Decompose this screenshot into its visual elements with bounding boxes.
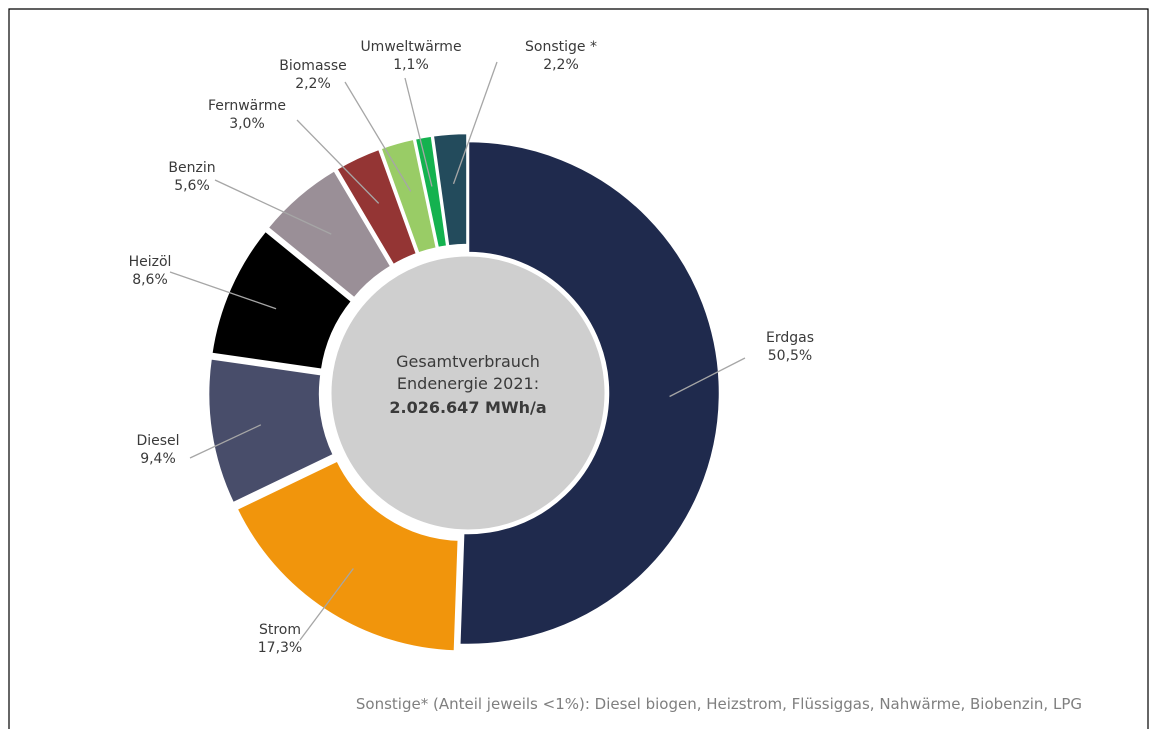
slice-value-label: 1,1% [393, 57, 429, 73]
slice-name-label: Benzin [168, 160, 215, 176]
center-disc [328, 253, 608, 533]
slice-value-label: 2,2% [295, 76, 331, 92]
slice-strom [234, 458, 461, 653]
slice-sonstige [431, 131, 469, 248]
slice-value-label: 17,3% [258, 640, 302, 656]
footnote: Sonstige* (Anteil jeweils <1%): Diesel b… [356, 695, 1082, 713]
leader-line [296, 119, 380, 204]
leader-line [189, 424, 262, 459]
slice-name-label: Biomasse [279, 58, 346, 74]
slice-value-label: 8,6% [132, 272, 168, 288]
slice-value-label: 3,0% [229, 116, 265, 132]
leader-line [404, 77, 433, 187]
slice-heizöl [209, 228, 354, 372]
leader-line [452, 61, 498, 185]
center-total-value: 2.026.647 MWh/a [389, 398, 546, 417]
slice-name-label: Sonstige * [525, 39, 597, 55]
center-title-line1: Gesamtverbrauch [396, 352, 540, 371]
slice-name-label: Fernwärme [208, 98, 286, 114]
slice-value-label: 5,6% [174, 178, 210, 194]
slice-value-label: 50,5% [768, 348, 812, 364]
slice-name-label: Heizöl [129, 254, 172, 270]
slice-value-label: 2,2% [543, 57, 579, 73]
slice-diesel [206, 356, 336, 506]
leader-line [299, 568, 354, 641]
leader-line [169, 271, 277, 310]
chart-border [8, 8, 1149, 729]
slice-name-label: Diesel [136, 433, 179, 449]
leader-line [214, 179, 332, 235]
slice-benzin [265, 168, 394, 301]
slice-name-label: Erdgas [766, 330, 814, 346]
slice-name-label: Strom [259, 622, 301, 638]
leader-line [669, 357, 746, 398]
leader-line [344, 81, 412, 192]
slice-erdgas [457, 139, 722, 647]
center-title-line2: Endenergie 2021: [397, 374, 539, 393]
slice-fernwärme [334, 147, 419, 268]
slice-value-label: 9,4% [140, 451, 176, 467]
slice-name-label: Umweltwärme [360, 39, 461, 55]
